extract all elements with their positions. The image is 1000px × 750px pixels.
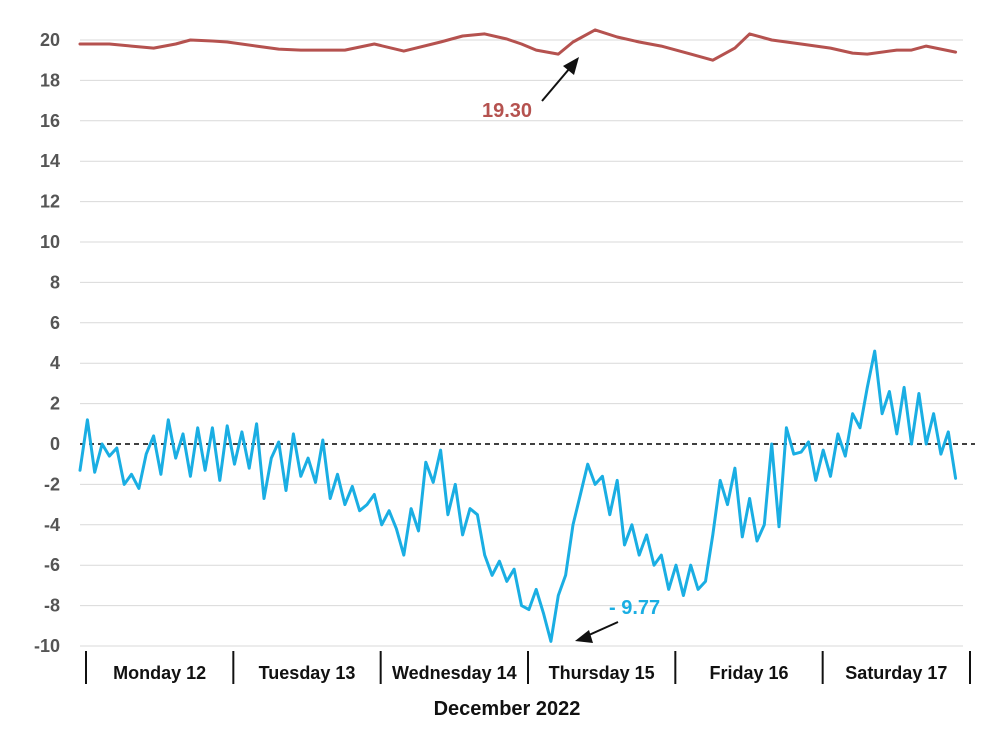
day-label: Saturday 17 — [845, 663, 947, 683]
series-lines — [78, 28, 958, 643]
y-tick-label: 12 — [40, 192, 60, 212]
annotation-label-red: 19.30 — [482, 100, 532, 122]
gridlines — [80, 39, 963, 647]
annotation-arrowhead-red — [563, 57, 579, 75]
y-tick-label: 8 — [50, 272, 60, 292]
annotation-label-blue: - 9.77 — [609, 597, 660, 619]
day-label: Tuesday 13 — [259, 663, 356, 683]
series-line-2 — [78, 349, 958, 643]
y-tick-label: 18 — [40, 70, 60, 90]
day-label: Thursday 15 — [549, 663, 655, 683]
annotations: 19.30 - 9.77 — [482, 57, 660, 643]
day-label: Friday 16 — [709, 663, 788, 683]
annotation-arrowhead-blue — [575, 630, 593, 643]
y-tick-label: 6 — [50, 313, 60, 333]
y-tick-label: 2 — [50, 394, 60, 414]
y-tick-label: 10 — [40, 232, 60, 252]
series-line-1 — [78, 28, 958, 62]
y-tick-label: -2 — [44, 474, 60, 494]
x-day-labels: Monday 12 Tuesday 13 Wednesday 14 Thursday … — [113, 663, 947, 683]
y-tick-label: -8 — [44, 596, 60, 616]
y-tick-label: 16 — [40, 111, 60, 131]
x-axis-title: December 2022 — [434, 698, 581, 720]
day-label: Wednesday 14 — [392, 663, 517, 683]
x-axis-day-dividers — [85, 651, 971, 684]
day-label: Monday 12 — [113, 663, 206, 683]
y-tick-label: 14 — [40, 151, 60, 171]
y-tick-label: -4 — [44, 515, 60, 535]
y-tick-label: -6 — [44, 555, 60, 575]
y-tick-label: 4 — [50, 353, 60, 373]
y-tick-label: 20 — [40, 30, 60, 50]
y-tick-label: -10 — [34, 636, 60, 656]
y-tick-label: 0 — [50, 434, 60, 454]
